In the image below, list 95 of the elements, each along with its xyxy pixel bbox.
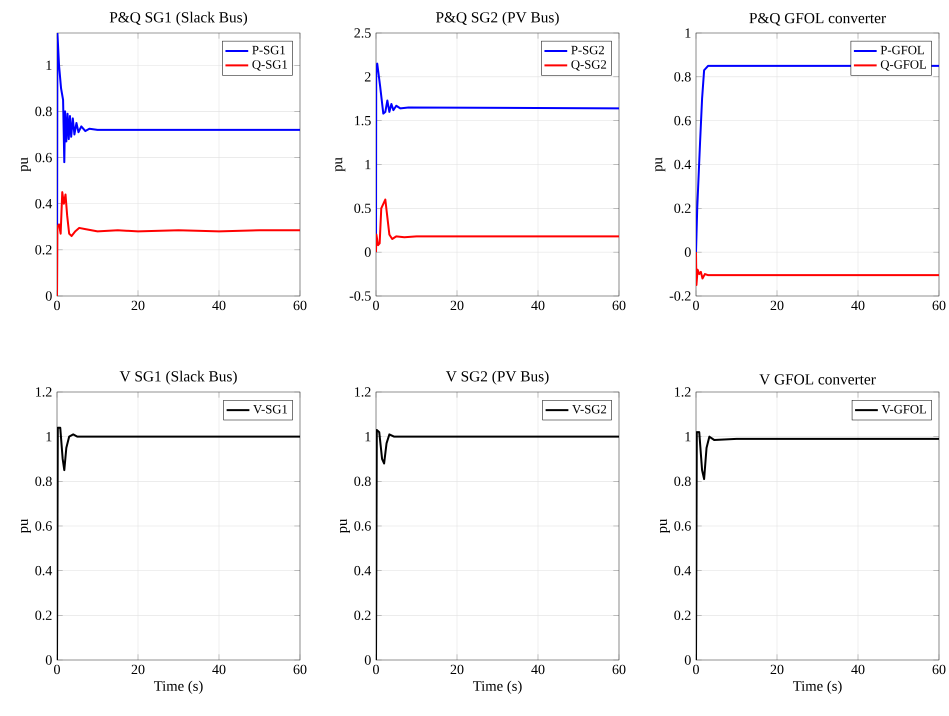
y-tick-label: 0.4 (354, 566, 372, 576)
x-tick-label: 40 (531, 664, 544, 674)
chart-title: V GFOL converter (759, 374, 876, 385)
chart-title: P&Q GFOL converter (749, 12, 886, 26)
legend-label: P-SG2 (571, 46, 604, 54)
x-tick-label: 60 (612, 664, 626, 674)
x-tick-label: 0 (54, 300, 60, 310)
y-axis-title: pu (335, 157, 346, 172)
x-tick-label: 40 (212, 300, 226, 310)
x-tick-label: 40 (212, 664, 226, 674)
x-tick-label: 20 (132, 300, 144, 310)
y-tick-label: 1.2 (675, 387, 691, 397)
y-axis-title: pu (340, 518, 350, 534)
legend-label: P-SG1 (252, 46, 285, 54)
y-tick-label: 1 (366, 160, 370, 170)
y-axis-title: pu (655, 157, 666, 172)
x-tick-label: 60 (932, 300, 946, 310)
y-tick-label: 0 (364, 655, 371, 665)
y-tick-label: 0.2 (674, 610, 691, 620)
chart-title: P&Q SG1 (Slack Bus) (110, 12, 248, 26)
y-tick-label: 0 (684, 655, 691, 665)
y-tick-label: 0.4 (674, 160, 692, 170)
line-series (376, 198, 619, 254)
x-tick-label: 60 (294, 300, 306, 310)
y-tick-label: 0.6 (674, 521, 691, 531)
y-tick-label: 0.8 (674, 476, 691, 486)
y-axis-title: pu (20, 518, 31, 534)
y-tick-label: 0 (46, 291, 52, 301)
y-tick-label: 0 (46, 655, 52, 665)
legend-label: V-SG2 (572, 404, 606, 414)
chart-title: V SG2 (PV Bus) (446, 370, 549, 385)
line-series (696, 431, 939, 660)
y-tick-label: 1.2 (36, 387, 52, 397)
x-tick-label: 20 (770, 300, 784, 310)
y-tick-label: 1 (686, 432, 690, 442)
y-tick-label: 1 (46, 432, 52, 442)
y-tick-label: 0.6 (35, 521, 52, 531)
legend-label: P-GFOL (880, 46, 924, 54)
x-axis-title: Time (s) (154, 680, 203, 694)
x-tick-label: 20 (132, 664, 144, 674)
x-tick-label: 0 (373, 664, 379, 674)
y-tick-label: 0.5 (354, 204, 371, 214)
y-tick-label: 0.6 (35, 152, 52, 162)
line-series (376, 428, 619, 660)
y-tick-label: 0.2 (354, 610, 371, 620)
y-tick-label: 0 (364, 247, 371, 257)
y-tick-label: 0.8 (35, 476, 52, 486)
y-tick-label: 0.8 (674, 72, 691, 82)
y-tick-label: 0.4 (674, 566, 692, 576)
y-tick-label: 1.2 (355, 387, 371, 397)
y-tick-label: 0.8 (354, 476, 371, 486)
y-tick-label: 0.2 (35, 610, 52, 620)
y-tick-label: 0.2 (674, 204, 691, 214)
y-tick-label: 0.8 (35, 106, 52, 116)
y-axis-title: pu (660, 518, 670, 534)
legend-label: Q-GFOL (880, 60, 926, 71)
x-tick-label: 20 (450, 664, 464, 674)
y-tick-label: 1 (46, 60, 52, 70)
x-tick-label: 0 (54, 664, 60, 674)
line-series (57, 426, 300, 660)
y-tick-label: 2.5 (354, 28, 371, 38)
x-tick-label: 0 (693, 300, 699, 310)
x-tick-label: 60 (932, 664, 946, 674)
x-tick-label: 60 (294, 664, 306, 674)
legend-label: Q-SG2 (571, 60, 606, 71)
x-axis-title: Time (s) (472, 680, 522, 694)
legend-label: V-SG1 (253, 404, 288, 414)
line-series (57, 191, 300, 296)
y-tick-label: 0.2 (35, 245, 52, 255)
line-series (696, 251, 939, 286)
x-tick-label: 20 (450, 300, 464, 310)
x-tick-label: 0 (693, 664, 699, 674)
chart-title: V SG1 (Slack Bus) (120, 370, 237, 385)
y-tick-label: -0.5 (350, 291, 371, 301)
y-tick-label: 0 (684, 247, 691, 257)
chart-title: P&Q SG2 (PV Bus) (436, 12, 559, 26)
y-tick-label: 1 (366, 432, 370, 442)
x-tick-label: 0 (373, 300, 379, 310)
x-axis-title: Time (s) (792, 680, 842, 694)
x-tick-label: 40 (851, 300, 864, 310)
legend-label: Q-SG1 (252, 60, 288, 71)
x-tick-label: 20 (770, 664, 784, 674)
y-tick-label: 0.4 (35, 198, 52, 208)
y-tick-label: 0.4 (35, 566, 52, 576)
legend-label: V-GFOL (882, 404, 926, 414)
y-tick-label: 0.6 (354, 521, 371, 531)
x-tick-label: 40 (531, 300, 544, 310)
y-tick-label: 1.5 (355, 116, 371, 126)
y-tick-label: 0.6 (674, 116, 691, 126)
x-tick-label: 60 (612, 300, 626, 310)
y-axis-title: pu (20, 157, 31, 172)
y-tick-label: -0.2 (670, 291, 691, 301)
y-tick-label: 1 (686, 28, 690, 38)
x-tick-label: 40 (851, 664, 864, 674)
y-tick-label: 2 (364, 72, 371, 82)
